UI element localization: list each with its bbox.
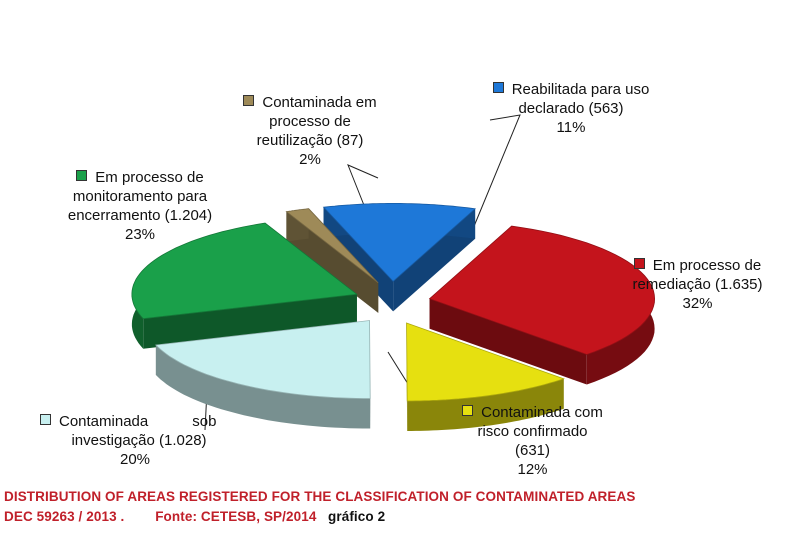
label-risco: Contaminada com risco confirmado (631) 1… (450, 403, 615, 479)
label-risco-line2: risco confirmado (477, 423, 588, 440)
label-investigacao-line1b: sob (192, 413, 217, 430)
label-reutilizacao: Contaminada em processo de reutilização … (225, 93, 395, 169)
label-reutilizacao-line2: processo de (269, 113, 351, 130)
caption-graph-number: gráfico 2 (328, 509, 386, 524)
label-remediacao: Em processo de remediação (1.635) 32% (615, 256, 780, 313)
leader-line-0 (469, 114, 521, 237)
label-reutilizacao-line4: 2% (299, 151, 321, 168)
label-monitoramento-line2: monitoramento para (72, 188, 208, 205)
label-risco-line3: (631) (514, 442, 551, 459)
slice-2-side (407, 378, 564, 431)
label-reutilizacao-line1: Contaminada em (262, 94, 377, 111)
label-reabilitada-line1: Reabilitada para uso (511, 81, 650, 98)
slice-1-top (428, 225, 656, 355)
label-monitoramento-line3: encerramento (1.204) (67, 207, 213, 224)
label-investigacao-line3: 20% (119, 451, 151, 468)
label-reabilitada-line2: declarado (563) (518, 100, 624, 117)
pie-tops (131, 203, 656, 402)
label-reutilizacao-line3: reutilização (87) (256, 132, 364, 149)
slice-2-top (406, 322, 565, 402)
swatch-remediacao (633, 258, 645, 269)
swatch-risco (462, 405, 474, 416)
slice-3-side (155, 345, 371, 429)
slice-0-top (322, 203, 477, 282)
caption-line1: DISTRIBUTION OF AREAS REGISTERED FOR THE… (4, 489, 636, 504)
caption-line2: DEC 59263 / 2013 . Fonte: CETESB, SP/201… (4, 509, 385, 524)
label-monitoramento-line1: Em processo de (95, 169, 204, 186)
label-risco-line1: Contaminada com (481, 404, 603, 421)
label-remediacao-line2: remediação (1.635) (632, 276, 763, 293)
label-risco-line4: 12% (517, 461, 548, 478)
label-reabilitada: Reabilitada para uso declarado (563) 11% (486, 80, 656, 137)
slice-4-wall-0 (143, 294, 357, 349)
swatch-monitoramento (76, 170, 88, 181)
swatch-reabilitada (492, 82, 504, 93)
label-investigacao-line1a: Contaminada (59, 413, 149, 430)
label-reabilitada-line3: 11% (556, 119, 586, 136)
caption-decree: DEC 59263 / 2013 . (4, 509, 125, 524)
slice-3-top (155, 320, 371, 399)
label-monitoramento-line4: 23% (124, 226, 156, 243)
label-monitoramento: Em processo de monitoramento para encerr… (40, 168, 240, 244)
caption-source: Fonte: CETESB, SP/2014 (155, 509, 317, 524)
label-investigacao: Contaminada sob investigação (1.028) 20% (40, 412, 230, 469)
swatch-investigacao (40, 414, 51, 425)
label-investigacao-line2: investigação (1.028) (71, 432, 207, 449)
slice-4-top (131, 222, 358, 320)
slice-1-wall-1 (429, 298, 587, 385)
swatch-reutilizacao (243, 95, 255, 106)
label-remediacao-line1: Em processo de (652, 257, 762, 274)
slice-5-top (285, 208, 379, 284)
label-remediacao-line3: 32% (682, 295, 713, 312)
